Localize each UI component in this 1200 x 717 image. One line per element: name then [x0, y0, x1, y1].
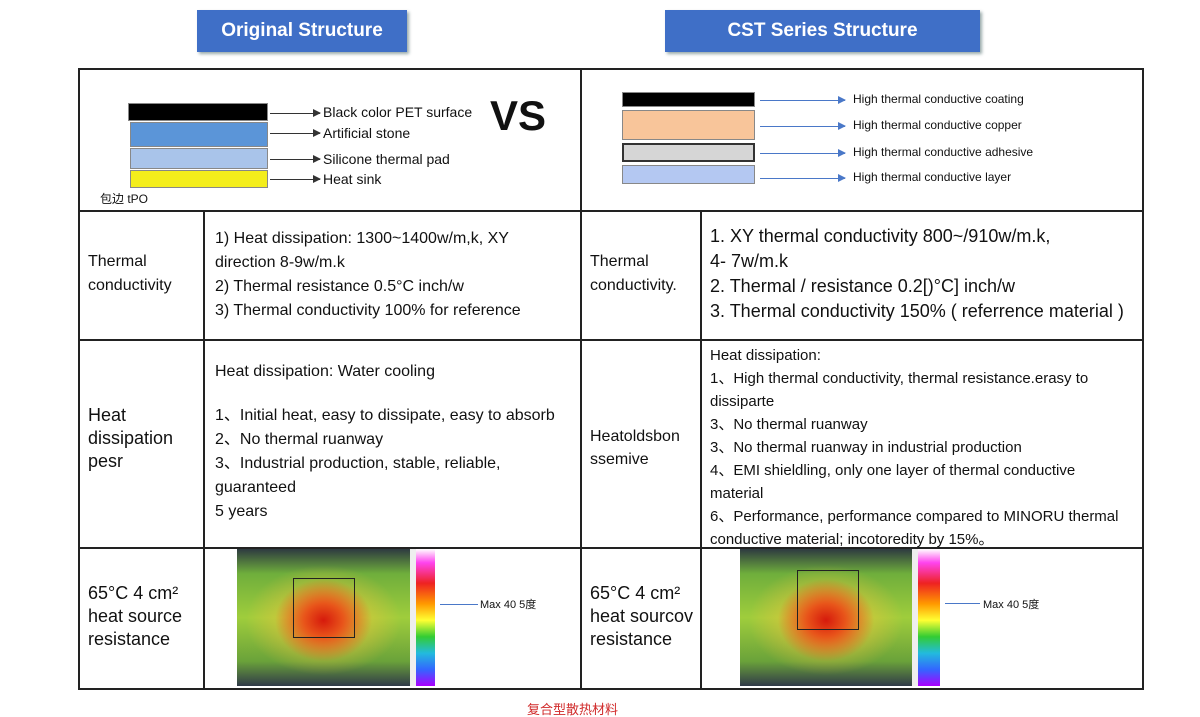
- leader-line: [945, 603, 980, 604]
- row-label: Heat dissipation pesr: [88, 404, 173, 473]
- layer-sink: [130, 170, 268, 188]
- text-line: Heat dissipation:: [710, 347, 821, 364]
- layer-label: High thermal conductive layer: [853, 170, 1012, 184]
- text-line: 4- 7w/m.k: [710, 251, 789, 271]
- layer-adhesive: [622, 143, 755, 162]
- layer-label: High thermal conductive coating: [853, 92, 1024, 106]
- layer-label: Black color PET surface: [323, 104, 473, 120]
- text-line: Heat dissipation: Water cooling: [215, 363, 435, 380]
- footer: 复合型散热材料: [527, 702, 619, 717]
- text-line: dissiparte: [710, 393, 775, 410]
- color-scale: [912, 549, 940, 686]
- text-line: 1、High thermal conductivity, thermal res…: [710, 370, 1089, 387]
- text-line: Heat: [88, 405, 127, 425]
- cell-text: Heat dissipation: Water cooling 1、Initial…: [215, 360, 555, 524]
- text-line: 5 years: [215, 503, 268, 520]
- table-frame: [78, 68, 1144, 690]
- text-line: Heatoldsbon: [590, 428, 680, 445]
- text-line: 1、Initial heat, easy to dissipate, easy …: [215, 407, 555, 424]
- text-line: 4、EMI shieldling, only one layer of ther…: [710, 462, 1076, 479]
- arrow: [760, 174, 846, 182]
- thermal-image: [740, 549, 912, 686]
- text-line: Thermal: [88, 253, 147, 270]
- arrow: [270, 109, 321, 117]
- divider: [203, 210, 205, 688]
- marker-box: [293, 578, 355, 638]
- arrow: [760, 122, 846, 130]
- text-line: guaranteed: [215, 479, 296, 496]
- text-line: 3、No thermal ruanway in industrial produ…: [710, 439, 1022, 456]
- layer-copper: [622, 110, 755, 140]
- divider: [78, 547, 1142, 549]
- text-line: direction 8-9w/m.k: [215, 254, 345, 271]
- text-line: 1. XY thermal conductivity 800~/910w/m.k…: [710, 226, 1051, 246]
- text-line: 3) Thermal conductivity 100% for referen…: [215, 302, 521, 319]
- text-line: material: [710, 485, 764, 502]
- arrow: [270, 155, 321, 163]
- text-line: 1) Heat dissipation: 1300~1400w/m,k, XY: [215, 230, 509, 247]
- text-line: pesr: [88, 451, 124, 471]
- text-line: resistance: [590, 629, 673, 649]
- layer-stone: [130, 122, 268, 147]
- layer-label: Artificial stone: [323, 125, 411, 141]
- vs: VS: [490, 92, 547, 139]
- divider: [78, 339, 1142, 341]
- arrow: [760, 96, 846, 104]
- leader-line: [440, 604, 478, 605]
- row-label: 65°C 4 cm² heat sourcov resistance: [590, 582, 693, 651]
- text-line: 65°C 4 cm²: [590, 583, 681, 603]
- text-line: 2. Thermal / resistance 0.2[)°C] inch/w: [710, 276, 1015, 296]
- text-line: 6、Performance, performance compared to M…: [710, 508, 1119, 525]
- divider: [78, 210, 1142, 212]
- layer-coating: [622, 92, 755, 107]
- color-scale: [410, 549, 435, 686]
- text-line: 3、No thermal ruanway: [710, 416, 868, 433]
- layer-label: Heat sink: [323, 171, 382, 187]
- right-title: CST Series Structure: [665, 10, 980, 52]
- cell-text: Heat dissipation: 1、High thermal conducti…: [710, 344, 1118, 551]
- text-line: heat sourcov: [590, 606, 694, 626]
- cell-text: 1) Heat dissipation: 1300~1400w/m,k, XY d…: [215, 227, 521, 323]
- text-line: Thermal: [590, 253, 649, 270]
- text-line: 2、No thermal ruanway: [215, 431, 384, 448]
- text-line: ssemive: [590, 451, 649, 468]
- text-line: resistance: [88, 629, 171, 649]
- thermal-image: [237, 549, 410, 686]
- text-line: conductivity.: [590, 277, 677, 294]
- layer-layer: [622, 165, 755, 184]
- layer-label: Silicone thermal pad: [323, 151, 450, 167]
- text-line: 3. Thermal conductivity 150% ( referrenc…: [710, 301, 1124, 321]
- layer-pad: [130, 148, 268, 169]
- marker-box: [797, 570, 859, 630]
- text-line: conductive material; incotoredity by 15%…: [710, 531, 994, 548]
- left-title: Original Structure: [197, 10, 407, 52]
- row-label: 65°C 4 cm² heat source resistance: [88, 582, 182, 651]
- arrow: [270, 129, 321, 137]
- arrow: [270, 175, 321, 183]
- image-label: Max 40 5度: [983, 599, 1040, 611]
- text-line: 3、Industrial production, stable, reliabl…: [215, 455, 501, 472]
- text-line: heat source: [88, 606, 183, 626]
- text-line: 65°C 4 cm²: [88, 583, 179, 603]
- row-label: Heatoldsbon ssemive: [590, 425, 680, 471]
- divider: [580, 68, 582, 688]
- arrow: [760, 149, 846, 157]
- cell-text: 1. XY thermal conductivity 800~/910w/m.k…: [710, 224, 1124, 324]
- text-line: dissipation: [88, 428, 174, 448]
- divider: [700, 210, 702, 688]
- row-label: Thermal conductivity.: [590, 250, 677, 298]
- image-label: Max 40 5度: [480, 599, 537, 611]
- text-line: 2) Thermal resistance 0.5°C inch/w: [215, 278, 464, 295]
- row-label: Thermal conductivity: [88, 250, 172, 298]
- text-line: conductivity: [88, 277, 172, 294]
- layer-pet: [128, 103, 268, 121]
- layer-label: High thermal conductive adhesive: [853, 145, 1034, 159]
- layer-label: High thermal conductive copper: [853, 118, 1022, 132]
- note: 包边 tPO: [100, 192, 149, 206]
